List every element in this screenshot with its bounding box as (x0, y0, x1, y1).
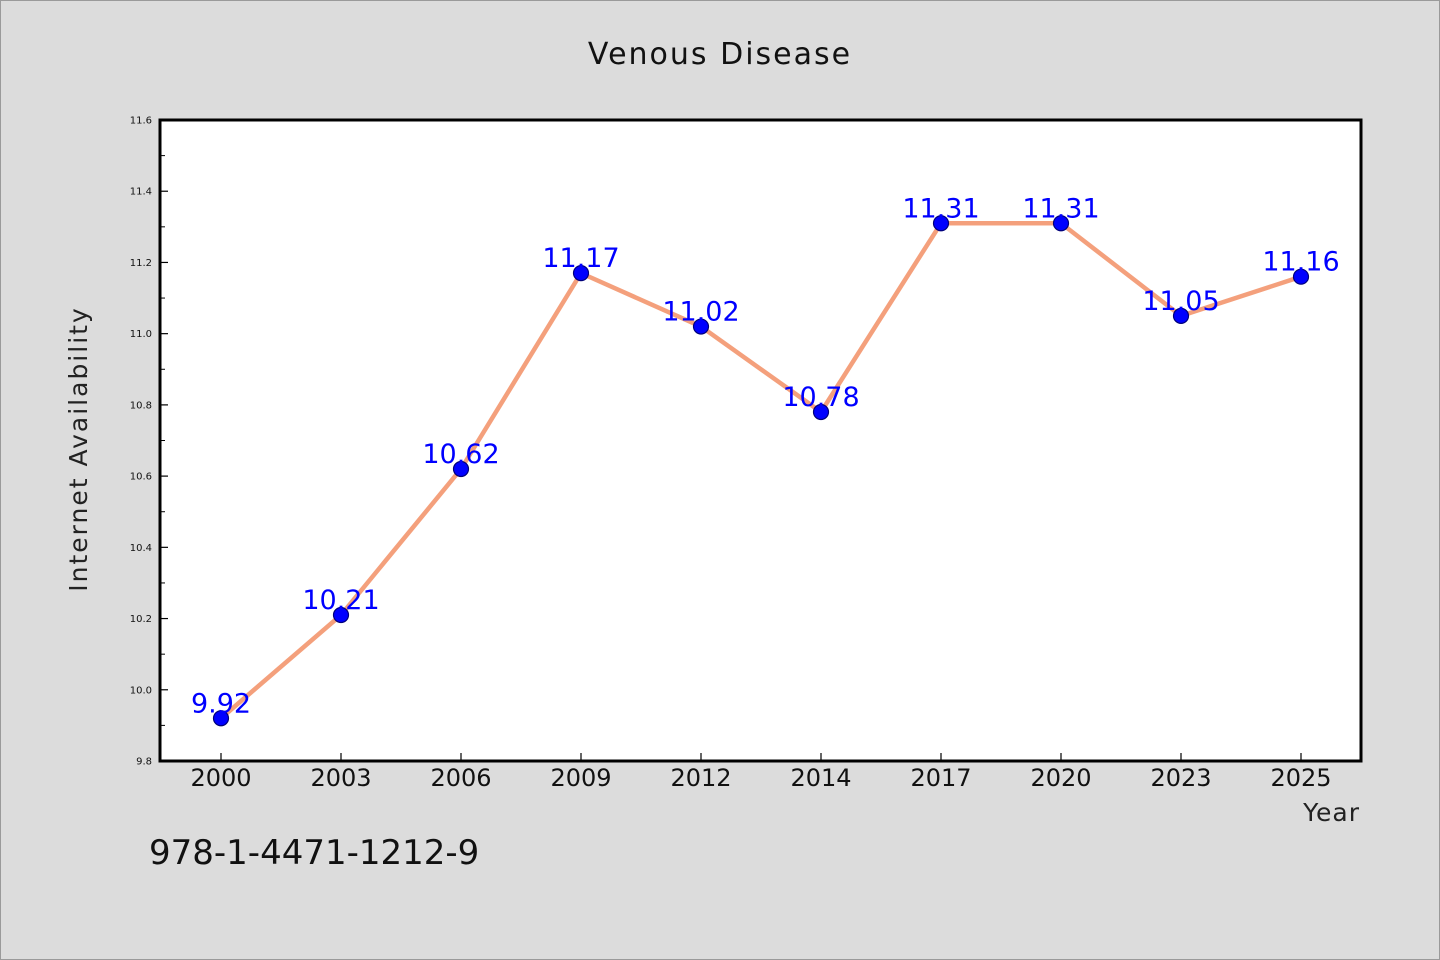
y-tick-label: 11.6 (130, 116, 152, 127)
x-tick-label: 2009 (550, 764, 611, 792)
y-tick-label: 10.0 (130, 685, 152, 696)
data-label: 11.05 (1142, 286, 1219, 317)
data-point (1052, 215, 1070, 232)
x-tick-label: 2012 (670, 764, 731, 792)
x-axis: 2000 2003 2006 2009 2012 2014 2017 2020 2023 2025 (190, 753, 1332, 792)
data-label: 11.16 (1262, 247, 1339, 278)
x-tick-label: 2020 (1030, 764, 1091, 792)
y-tick-label: 10.6 (130, 472, 152, 483)
footer-code: 978-1-4471-1212-9 (149, 833, 480, 873)
y-tick-label: 11.2 (130, 258, 152, 269)
x-tick-label: 2006 (430, 764, 491, 792)
x-tick-label: 2025 (1270, 764, 1331, 792)
data-label: 11.17 (542, 243, 619, 274)
data-point (332, 606, 350, 624)
y-tick-label: 10.4 (130, 543, 152, 554)
data-point (572, 265, 590, 282)
data-point (212, 710, 230, 727)
data-label: 9.92 (191, 688, 251, 719)
y-tick-label: 10.8 (130, 400, 152, 411)
data-point (452, 460, 470, 478)
y-axis-label: Internet Availability (64, 306, 93, 591)
series-markers (212, 215, 1310, 727)
data-point (1292, 268, 1310, 285)
y-tick-label: 11.4 (130, 187, 152, 198)
x-axis-label: Year (1302, 798, 1360, 827)
series-line (218, 221, 1304, 721)
data-point (812, 403, 830, 421)
y-tick-label: 11.0 (130, 329, 152, 340)
y-tick-label: 9.8 (136, 757, 152, 768)
data-point (692, 318, 710, 335)
data-label: 10.62 (422, 439, 499, 470)
series-revenue-line (218, 221, 1304, 721)
data-labels: 9.92 10.21 10.62 11.17 11.02 10.78 11.31 11.31 1… (191, 193, 1340, 719)
x-tick-label: 2014 (790, 764, 851, 792)
data-point (1172, 307, 1190, 324)
data-label: 10.21 (302, 585, 379, 616)
x-tick-label: 2000 (190, 764, 251, 792)
y-axis: 9.8 10.0 10.2 10.4 10.6 10.8 11.0 11.2 11.4 11.6 (130, 116, 168, 768)
x-tick-label: 2017 (910, 764, 971, 792)
data-point (932, 215, 950, 232)
x-tick-label: 2003 (310, 764, 371, 792)
data-label: 11.31 (1022, 193, 1099, 224)
data-label: 11.31 (902, 193, 979, 224)
x-tick-label: 2023 (1150, 764, 1211, 792)
y-tick-label: 10.2 (130, 614, 152, 625)
data-label: 11.02 (662, 297, 739, 328)
plot-area (158, 118, 1363, 763)
data-label: 10.78 (782, 382, 859, 413)
chart-title: Venous Disease (588, 37, 852, 72)
